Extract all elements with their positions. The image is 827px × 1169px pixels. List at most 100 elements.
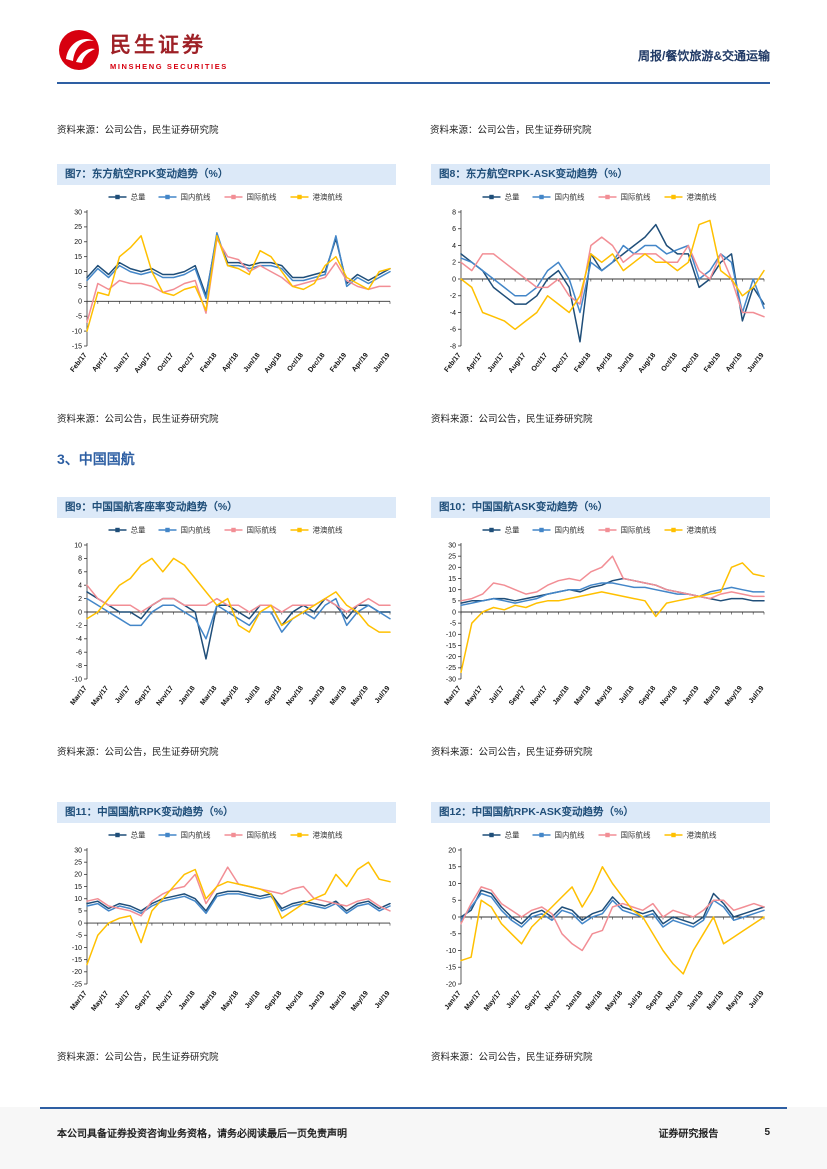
svg-text:6: 6 (452, 226, 456, 233)
svg-text:10: 10 (74, 269, 82, 276)
svg-text:May/19: May/19 (350, 685, 370, 708)
svg-text:-10: -10 (72, 676, 82, 683)
svg-text:港澳航线: 港澳航线 (313, 525, 343, 535)
header-divider (57, 82, 770, 84)
svg-text:10: 10 (74, 542, 82, 549)
svg-text:Feb/17: Feb/17 (443, 352, 462, 374)
svg-text:Jul/19: Jul/19 (748, 685, 766, 705)
svg-text:Mar/18: Mar/18 (573, 685, 592, 707)
svg-text:Mar/17: Mar/17 (69, 685, 88, 707)
page-header: 民生证券 MINSHENG SECURITIES 周报/餐饮旅游&交通运输 (0, 0, 827, 82)
svg-text:-4: -4 (450, 310, 456, 317)
svg-text:8: 8 (78, 556, 82, 563)
svg-text:国际航线: 国际航线 (247, 830, 277, 840)
svg-text:10: 10 (74, 896, 82, 903)
figure-10-title: 图10：中国国航ASK变动趋势（%） (431, 497, 770, 518)
minsheng-logo-icon (59, 30, 99, 70)
svg-text:Dec/17: Dec/17 (551, 352, 570, 374)
svg-text:Apr/17: Apr/17 (465, 352, 484, 374)
svg-text:8: 8 (452, 209, 456, 216)
svg-text:港澳航线: 港澳航线 (313, 830, 343, 840)
svg-text:港澳航线: 港澳航线 (687, 192, 717, 202)
svg-text:10: 10 (448, 881, 456, 888)
svg-text:30: 30 (448, 542, 456, 549)
svg-text:Mar/18: Mar/18 (199, 685, 218, 707)
svg-text:Oct/18: Oct/18 (660, 352, 679, 373)
svg-text:Jan/18: Jan/18 (178, 990, 197, 1012)
source-note: 资料来源：公司公告，民生证券研究院 (431, 1052, 593, 1063)
svg-text:-4: -4 (76, 636, 82, 643)
svg-text:国内航线: 国内航线 (555, 192, 585, 202)
source-note: 资料来源：公司公告，民生证券研究院 (57, 747, 219, 758)
svg-text:0: 0 (78, 609, 82, 616)
svg-text:5: 5 (78, 908, 82, 915)
svg-text:May/17: May/17 (483, 990, 503, 1013)
svg-text:国内航线: 国内航线 (181, 830, 211, 840)
logo-chinese-name: 民生证券 (110, 34, 206, 57)
svg-text:30: 30 (74, 847, 82, 854)
svg-text:Nov/18: Nov/18 (285, 990, 305, 1012)
svg-text:港澳航线: 港澳航线 (313, 192, 343, 202)
svg-text:Jul/18: Jul/18 (618, 685, 636, 705)
svg-text:-25: -25 (446, 665, 456, 672)
svg-text:May/18: May/18 (220, 685, 240, 708)
svg-text:Jul/19: Jul/19 (374, 990, 392, 1010)
figure-8-title: 图8：东方航空RPK-ASK变动趋势（%） (431, 164, 770, 185)
svg-text:Nov/18: Nov/18 (665, 990, 685, 1012)
source-note: 资料来源：公司公告，民生证券研究院 (57, 414, 219, 425)
svg-text:Mar/19: Mar/19 (329, 990, 348, 1012)
svg-text:总量: 总量 (505, 192, 520, 202)
svg-text:Feb/17: Feb/17 (69, 352, 88, 374)
svg-text:Oct/18: Oct/18 (286, 352, 305, 373)
svg-text:Jul/17: Jul/17 (505, 990, 523, 1010)
svg-text:5: 5 (452, 898, 456, 905)
svg-text:25: 25 (74, 859, 82, 866)
svg-text:30: 30 (74, 209, 82, 216)
svg-text:Jun/17: Jun/17 (487, 352, 506, 374)
page-number: 5 (764, 1127, 770, 1138)
svg-text:Oct/17: Oct/17 (530, 352, 549, 373)
svg-text:Mar/18: Mar/18 (585, 990, 604, 1012)
svg-text:Feb/19: Feb/19 (703, 352, 722, 374)
source-note: 资料来源：公司公告，民生证券研究院 (57, 125, 219, 136)
svg-text:Sep/17: Sep/17 (508, 685, 527, 707)
logo-english-name: MINSHENG SECURITIES (110, 62, 228, 71)
svg-text:Sep/17: Sep/17 (134, 990, 153, 1012)
svg-text:Jun/19: Jun/19 (746, 352, 765, 374)
svg-text:Jun/18: Jun/18 (243, 352, 262, 374)
svg-text:国内航线: 国内航线 (555, 525, 585, 535)
svg-text:-10: -10 (446, 948, 456, 955)
svg-text:Aug/18: Aug/18 (637, 352, 657, 375)
svg-text:Mar/19: Mar/19 (703, 685, 722, 707)
source-note: 资料来源：公司公告，民生证券研究院 (431, 747, 593, 758)
figure-11-title: 图11：中国国航RPK变动趋势（%） (57, 802, 396, 823)
svg-text:-5: -5 (450, 931, 456, 938)
source-note: 资料来源：公司公告，民生证券研究院 (431, 414, 593, 425)
svg-text:0: 0 (78, 920, 82, 927)
svg-text:国内航线: 国内航线 (181, 525, 211, 535)
svg-text:20: 20 (448, 847, 456, 854)
svg-text:Nov/17: Nov/17 (155, 990, 175, 1012)
svg-text:Sep/17: Sep/17 (134, 685, 153, 707)
svg-text:Nov/17: Nov/17 (544, 990, 564, 1012)
svg-text:0: 0 (452, 914, 456, 921)
svg-text:总量: 总量 (505, 525, 520, 535)
svg-text:-5: -5 (450, 620, 456, 627)
svg-text:15: 15 (74, 884, 82, 891)
footer-right: 证券研究报告 5 (658, 1125, 770, 1140)
svg-text:20: 20 (448, 565, 456, 572)
svg-text:Feb/18: Feb/18 (199, 352, 218, 374)
svg-text:总量: 总量 (131, 525, 146, 535)
svg-text:Nov/17: Nov/17 (529, 685, 549, 707)
svg-text:Jan/19: Jan/19 (308, 685, 327, 707)
svg-text:Nov/18: Nov/18 (285, 685, 305, 707)
svg-text:总量: 总量 (131, 830, 146, 840)
svg-text:总量: 总量 (131, 192, 146, 202)
svg-text:Aug/17: Aug/17 (508, 352, 528, 375)
svg-text:Oct/17: Oct/17 (156, 352, 175, 373)
